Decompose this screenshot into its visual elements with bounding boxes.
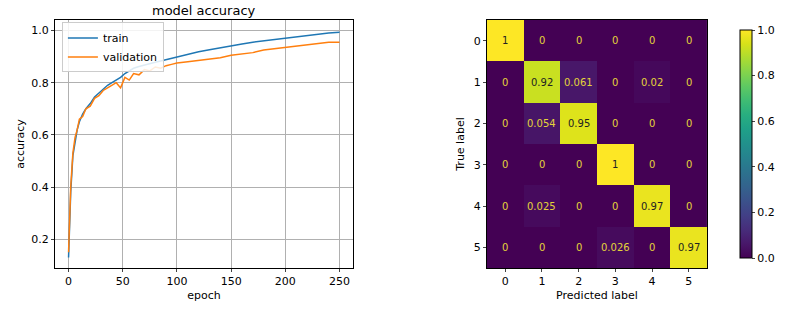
svg-text:0.92: 0.92 xyxy=(531,77,553,88)
svg-text:0: 0 xyxy=(649,159,655,170)
svg-text:0: 0 xyxy=(649,118,655,129)
svg-text:0: 0 xyxy=(502,201,508,212)
svg-text:2: 2 xyxy=(575,275,582,288)
svg-text:0: 0 xyxy=(576,159,582,170)
svg-text:0: 0 xyxy=(539,35,545,46)
svg-text:1.0: 1.0 xyxy=(31,24,49,37)
svg-text:0: 0 xyxy=(502,159,508,170)
svg-text:0.025: 0.025 xyxy=(527,201,556,212)
svg-text:100: 100 xyxy=(166,275,187,288)
svg-text:3: 3 xyxy=(612,275,619,288)
svg-text:0.2: 0.2 xyxy=(31,233,49,246)
svg-text:0: 0 xyxy=(65,275,72,288)
svg-text:2: 2 xyxy=(474,117,481,130)
svg-text:0.6: 0.6 xyxy=(757,115,775,128)
svg-text:Predicted label: Predicted label xyxy=(556,289,638,302)
svg-text:0.97: 0.97 xyxy=(641,201,663,212)
svg-text:1: 1 xyxy=(502,35,508,46)
svg-text:0: 0 xyxy=(686,201,692,212)
svg-text:200: 200 xyxy=(275,275,296,288)
svg-text:epoch: epoch xyxy=(187,289,221,302)
svg-text:250: 250 xyxy=(329,275,350,288)
svg-text:0: 0 xyxy=(686,77,692,88)
svg-text:accuracy: accuracy xyxy=(14,119,27,169)
svg-text:0.4: 0.4 xyxy=(31,181,49,194)
svg-text:model accuracy: model accuracy xyxy=(152,3,256,18)
svg-text:0.8: 0.8 xyxy=(31,77,49,90)
svg-text:0: 0 xyxy=(474,35,481,48)
svg-text:0.054: 0.054 xyxy=(527,118,556,129)
svg-text:0.2: 0.2 xyxy=(757,206,775,219)
svg-text:0: 0 xyxy=(502,242,508,253)
svg-text:0.026: 0.026 xyxy=(601,242,630,253)
svg-text:4: 4 xyxy=(474,200,481,213)
svg-text:True label: True label xyxy=(454,117,467,171)
svg-text:1: 1 xyxy=(538,275,545,288)
svg-text:0: 0 xyxy=(649,242,655,253)
svg-text:0.0: 0.0 xyxy=(757,252,775,265)
svg-text:5: 5 xyxy=(474,241,481,254)
svg-text:0: 0 xyxy=(686,35,692,46)
svg-text:0: 0 xyxy=(576,201,582,212)
svg-text:0: 0 xyxy=(612,201,618,212)
svg-text:0.02: 0.02 xyxy=(641,77,663,88)
svg-text:3: 3 xyxy=(474,159,481,172)
svg-text:0: 0 xyxy=(576,35,582,46)
svg-text:0.6: 0.6 xyxy=(31,129,49,142)
svg-text:validation: validation xyxy=(103,51,157,64)
svg-text:0.95: 0.95 xyxy=(568,118,590,129)
svg-text:0: 0 xyxy=(502,77,508,88)
svg-text:1.0: 1.0 xyxy=(757,24,775,37)
svg-text:4: 4 xyxy=(649,275,656,288)
svg-text:0: 0 xyxy=(539,242,545,253)
svg-text:50: 50 xyxy=(116,275,130,288)
svg-text:0: 0 xyxy=(612,118,618,129)
svg-text:0.8: 0.8 xyxy=(757,69,775,82)
svg-text:0: 0 xyxy=(539,159,545,170)
svg-text:0: 0 xyxy=(649,35,655,46)
svg-text:0.4: 0.4 xyxy=(757,161,775,174)
svg-text:150: 150 xyxy=(221,275,242,288)
svg-text:0.97: 0.97 xyxy=(678,242,700,253)
svg-text:0: 0 xyxy=(612,35,618,46)
svg-text:0: 0 xyxy=(686,159,692,170)
svg-text:5: 5 xyxy=(685,275,692,288)
svg-text:0.061: 0.061 xyxy=(564,77,593,88)
svg-text:1: 1 xyxy=(612,159,618,170)
svg-text:0: 0 xyxy=(686,118,692,129)
svg-text:train: train xyxy=(103,32,129,45)
svg-text:0: 0 xyxy=(612,77,618,88)
svg-text:1: 1 xyxy=(474,76,481,89)
svg-text:0: 0 xyxy=(576,242,582,253)
svg-text:0: 0 xyxy=(502,118,508,129)
svg-text:0: 0 xyxy=(502,275,509,288)
